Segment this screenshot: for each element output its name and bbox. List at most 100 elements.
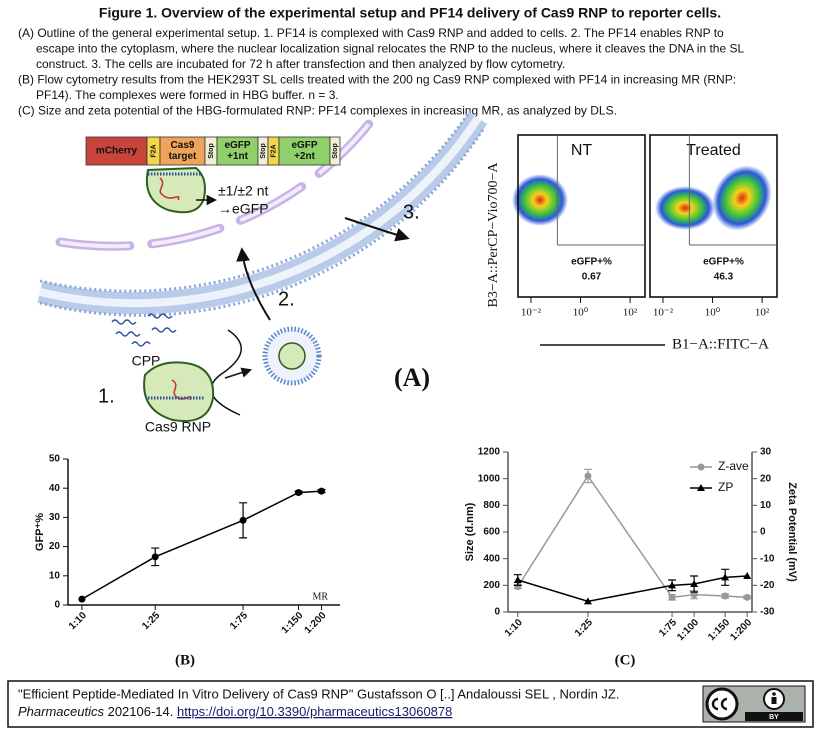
legend-marker <box>697 463 705 471</box>
data-point <box>743 593 751 601</box>
gate-label: eGFP+% <box>703 257 744 268</box>
caption-line: (A) Outline of the general experimental … <box>18 26 724 40</box>
y2-tick-label: -10 <box>760 553 775 564</box>
data-point <box>721 573 730 581</box>
y2-tick-label: -30 <box>760 607 775 618</box>
data-line <box>81 490 322 600</box>
rnp-label: Cas9 RNP <box>145 419 211 435</box>
construct-label: F2A <box>270 144 277 157</box>
membrane-heads <box>39 127 486 317</box>
density-cloud <box>655 186 715 230</box>
panel-label: (C) <box>615 652 636 668</box>
construct-label: target <box>169 151 197 162</box>
license-badge: BY <box>702 685 806 723</box>
x-tick-label: 1:100 <box>675 617 701 643</box>
x-axis-label: B1−A::FITC−A <box>672 336 769 352</box>
x-tick-label: 1:200 <box>728 617 754 643</box>
construct-label: Stop <box>208 143 215 159</box>
doi-link[interactable]: https://doi.org/10.3390/pharmaceutics130… <box>177 704 452 719</box>
x-tick-label: 1:25 <box>573 617 595 639</box>
cas9-rnp <box>143 361 215 422</box>
flow-cytometry: NT eGFP+% 0.67 10⁻² 10⁰ 10² Treated eGFP+% 46.3 1… <box>486 134 778 352</box>
cpp-label: CPP <box>132 353 161 369</box>
data-point <box>743 572 752 579</box>
y-axis-label: GFP⁺% <box>34 513 46 551</box>
data-line <box>517 575 748 603</box>
arrow <box>236 247 271 321</box>
x-tick-label: 1:150 <box>280 610 306 636</box>
arrow <box>224 367 253 379</box>
arrow <box>344 217 410 242</box>
x-tick-label: 10⁰ <box>705 307 721 319</box>
x-axis-label: MR <box>312 591 328 602</box>
citation-line: Pharmaceutics 202106-14. https://doi.org… <box>18 704 452 719</box>
y-tick-label: 1000 <box>478 473 501 484</box>
x-tick-label: 10⁻² <box>653 307 674 319</box>
data-point <box>151 553 159 561</box>
data-point <box>318 487 326 495</box>
cpp-peptides <box>111 313 177 347</box>
frameshift-label: →eGFP <box>218 201 269 217</box>
x-tick-label: 1:10 <box>67 610 89 632</box>
membrane-heads <box>39 107 474 293</box>
y2-tick-label: 20 <box>760 473 772 484</box>
data-point <box>583 597 592 605</box>
y2-axis-label: Zeta Potential (mV) <box>786 482 798 582</box>
data-point <box>668 593 676 601</box>
x-tick-label: 1:150 <box>706 617 732 643</box>
caption-line: escape into the cytoplasm, where the nuc… <box>36 42 744 56</box>
y-axis-label: B3−A::PerCP−Vio700−A <box>486 162 501 308</box>
x-tick-label: 1:200 <box>303 610 329 636</box>
frameshift-label: ±1/±2 nt <box>218 183 269 199</box>
data-point <box>513 576 522 583</box>
y-tick-label: 0 <box>54 600 60 611</box>
y-tick-label: 1200 <box>478 447 501 458</box>
data-point <box>239 516 247 524</box>
construct-segment <box>159 136 206 166</box>
x-tick-label: 1:25 <box>140 610 162 632</box>
y2-tick-label: 0 <box>760 527 766 538</box>
x-tick-label: 10² <box>623 307 638 319</box>
x-tick-label: 10⁰ <box>573 307 589 319</box>
citation-line: "Efficient Peptide-Mediated In Vitro Del… <box>18 686 620 701</box>
citation-box <box>7 680 814 728</box>
plot-frame <box>649 134 778 298</box>
cell-membrane-core <box>39 115 482 308</box>
construct-label: F2A <box>150 144 157 157</box>
by-glyph <box>772 692 776 696</box>
gate-value: 0.67 <box>582 272 602 283</box>
panel-title: Treated <box>686 142 741 159</box>
guide-rna <box>159 177 180 201</box>
construct-label: Cas9 <box>171 140 195 151</box>
x-tick-label: 1:75 <box>228 610 250 632</box>
step-label: 3. <box>403 201 420 223</box>
data-point <box>690 591 698 599</box>
step-label: 1. <box>98 385 115 407</box>
construct-label: eGFP <box>291 140 317 151</box>
chart: 0 200 400 600 800 1000 1200 -30 -20 -10 0 10 20 30 1:1… <box>464 447 798 669</box>
badge-bar <box>745 712 803 721</box>
y-tick-label: 30 <box>49 512 61 523</box>
y-tick-label: 50 <box>49 454 61 465</box>
construct-label: +1nt <box>227 151 249 162</box>
construct-segment <box>329 136 341 166</box>
legend-label: Z-ave <box>718 459 749 473</box>
figure-title: Figure 1. Overview of the experimental s… <box>99 5 721 21</box>
nanoparticle-core <box>278 342 306 370</box>
y-tick-label: 10 <box>49 570 61 581</box>
gate-value: 46.3 <box>714 272 734 283</box>
density-cloud <box>712 165 772 231</box>
caption: (A) Outline of the general experimental … <box>18 26 744 118</box>
by-glyph <box>771 697 777 704</box>
y-tick-label: 800 <box>483 500 500 511</box>
y2-tick-label: 10 <box>760 500 772 511</box>
data-point <box>78 595 86 603</box>
y-tick-label: 200 <box>483 580 500 591</box>
y2-tick-label: -20 <box>760 580 775 591</box>
caption-line: (B) Flow cytometry results from the HEK2… <box>18 73 736 87</box>
caption-line: construct. 3. The cells are incubated fo… <box>36 57 565 71</box>
cc-glyph <box>711 697 728 711</box>
